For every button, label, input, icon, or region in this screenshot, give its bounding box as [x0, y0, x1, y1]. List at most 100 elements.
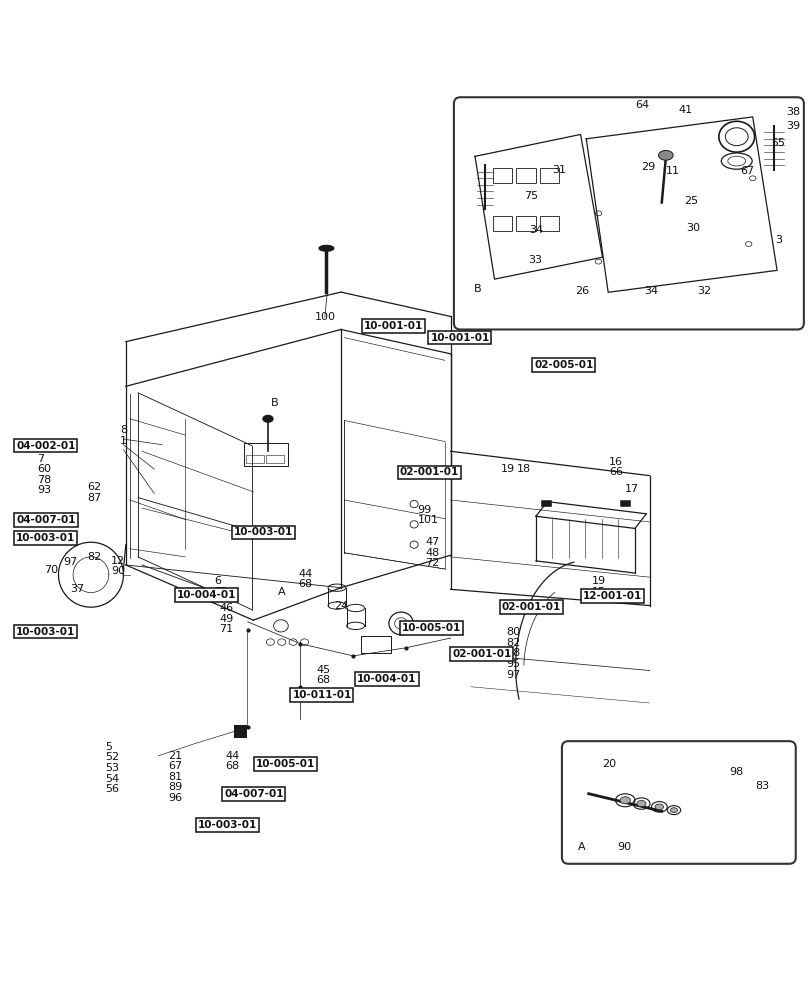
Text: 93: 93	[37, 485, 51, 495]
Text: 89: 89	[168, 782, 182, 792]
Ellipse shape	[620, 797, 629, 804]
Bar	[539, 216, 559, 231]
Text: 25: 25	[683, 196, 697, 206]
Text: 56: 56	[105, 784, 119, 794]
Text: 70: 70	[44, 565, 58, 575]
Text: 44: 44	[298, 569, 312, 579]
Text: 75: 75	[524, 191, 538, 201]
Text: 7: 7	[37, 454, 45, 464]
Text: 78: 78	[37, 475, 52, 485]
Text: 3: 3	[775, 235, 782, 245]
Text: 26: 26	[574, 286, 588, 296]
Text: 46: 46	[219, 603, 233, 613]
FancyBboxPatch shape	[453, 97, 803, 329]
FancyBboxPatch shape	[561, 741, 795, 864]
Ellipse shape	[658, 150, 672, 160]
Text: 95: 95	[506, 659, 520, 669]
Text: 52: 52	[105, 752, 119, 762]
Text: 02-005-01: 02-005-01	[534, 360, 593, 370]
Text: 38: 38	[785, 107, 799, 117]
Bar	[492, 216, 512, 231]
Text: 16: 16	[608, 457, 622, 467]
Text: 48: 48	[425, 548, 440, 558]
Text: 81: 81	[168, 772, 182, 782]
Text: 55: 55	[770, 138, 784, 148]
Text: 37: 37	[70, 584, 84, 594]
Text: 53: 53	[105, 763, 119, 773]
Text: 8: 8	[120, 425, 127, 435]
Bar	[243, 443, 288, 466]
Text: 100: 100	[315, 312, 336, 322]
Text: 97: 97	[506, 670, 521, 680]
Text: 80: 80	[506, 627, 520, 637]
Bar	[516, 216, 535, 231]
Bar	[539, 168, 559, 183]
Text: 19: 19	[500, 464, 514, 474]
Text: 02-001-01: 02-001-01	[452, 649, 511, 659]
Text: 32: 32	[696, 286, 710, 296]
Text: 10-011-01: 10-011-01	[292, 690, 351, 700]
Text: 02-001-01: 02-001-01	[399, 467, 458, 477]
Bar	[266, 455, 284, 463]
Text: 88: 88	[506, 648, 521, 658]
Text: 44: 44	[225, 751, 240, 761]
Text: 67: 67	[168, 761, 182, 771]
Text: 10-003-01: 10-003-01	[16, 627, 75, 637]
Text: 72: 72	[425, 558, 440, 568]
Text: 71: 71	[219, 624, 233, 634]
Text: 02-001-01: 02-001-01	[501, 602, 560, 612]
Text: 10-003-01: 10-003-01	[234, 527, 293, 537]
Text: 97: 97	[63, 557, 78, 567]
Text: 87: 87	[88, 493, 102, 503]
Text: 60: 60	[37, 464, 51, 474]
Bar	[620, 500, 629, 506]
Text: 99: 99	[417, 505, 431, 515]
Text: 10-005-01: 10-005-01	[401, 623, 461, 633]
Text: 68: 68	[298, 579, 311, 589]
Ellipse shape	[636, 800, 646, 807]
Text: 75: 75	[214, 587, 228, 597]
Text: 30: 30	[685, 223, 699, 233]
Text: 98: 98	[728, 767, 743, 777]
Text: 10-003-01: 10-003-01	[16, 533, 75, 543]
Text: 96: 96	[168, 793, 182, 803]
Text: 10-001-01: 10-001-01	[363, 321, 423, 331]
Text: 12-001-01: 12-001-01	[582, 591, 642, 601]
Text: 62: 62	[88, 482, 101, 492]
Bar	[246, 455, 264, 463]
Bar	[234, 725, 247, 738]
Bar	[516, 168, 535, 183]
Text: 31: 31	[551, 165, 565, 175]
Text: 83: 83	[754, 781, 768, 791]
Text: 10-001-01: 10-001-01	[430, 333, 489, 343]
Text: 67: 67	[740, 166, 753, 176]
Text: 17: 17	[624, 484, 638, 494]
Text: 47: 47	[425, 537, 440, 547]
Text: 10-004-01: 10-004-01	[177, 590, 236, 600]
Text: 10-004-01: 10-004-01	[357, 674, 416, 684]
Text: 29: 29	[641, 162, 655, 172]
Text: 11: 11	[665, 166, 679, 176]
Bar	[492, 168, 512, 183]
Text: 04-007-01: 04-007-01	[16, 515, 75, 525]
Text: 68: 68	[316, 675, 330, 685]
Ellipse shape	[262, 415, 273, 423]
Text: 24: 24	[334, 601, 349, 611]
Text: 34: 34	[529, 225, 543, 235]
Text: 04-007-01: 04-007-01	[224, 789, 283, 799]
Text: 45: 45	[316, 665, 330, 675]
Text: 12: 12	[111, 556, 125, 566]
Text: 90: 90	[111, 566, 125, 576]
Text: 49: 49	[219, 614, 234, 624]
Text: 19: 19	[591, 576, 605, 586]
Text: 82: 82	[506, 638, 521, 648]
Text: 34: 34	[643, 286, 657, 296]
Text: 54: 54	[105, 774, 119, 784]
Text: 90: 90	[616, 842, 630, 852]
Text: 10-005-01: 10-005-01	[255, 759, 315, 769]
Ellipse shape	[319, 245, 333, 251]
Text: A: A	[577, 842, 585, 852]
Bar	[540, 500, 550, 506]
Text: A: A	[277, 587, 285, 597]
Text: 39: 39	[785, 121, 799, 131]
